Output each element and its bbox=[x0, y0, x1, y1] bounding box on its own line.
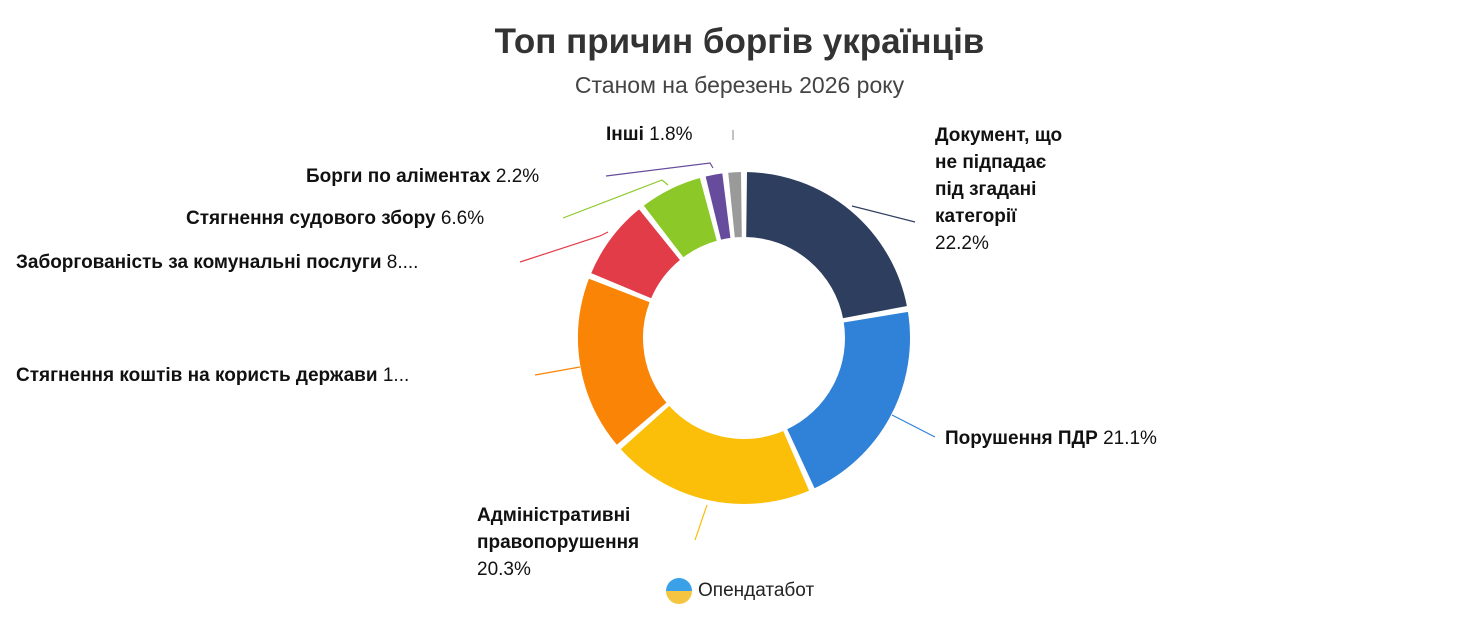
slice-court-fee bbox=[641, 175, 719, 260]
slice-state bbox=[576, 276, 669, 448]
label-court-fee: Стягнення судового збору 6.6% bbox=[186, 208, 485, 229]
slice-pdr bbox=[784, 309, 912, 491]
label-state: Стягнення коштів на користь держави 1... bbox=[16, 365, 410, 386]
leader-line-state bbox=[534, 366, 581, 376]
leader-line-admin bbox=[694, 504, 708, 541]
leader-line-court-fee bbox=[562, 179, 669, 219]
brand-logo-icon bbox=[666, 578, 692, 604]
slice-alimony bbox=[703, 171, 733, 242]
slice-other bbox=[726, 170, 744, 240]
slice-admin bbox=[618, 403, 812, 506]
label-document: Документ, що не підпадає під згадані кат… bbox=[935, 125, 1063, 254]
leader-line-pdr bbox=[891, 414, 936, 438]
leader-line-communal bbox=[519, 231, 609, 263]
label-communal: Заборгованість за комунальні послуги 8..… bbox=[16, 252, 419, 273]
chart-subtitle: Станом на березень 2026 року bbox=[574, 72, 905, 98]
slice-communal bbox=[588, 206, 683, 301]
leader-line-document bbox=[851, 205, 916, 223]
label-pdr: Порушення ПДР 21.1% bbox=[945, 428, 1157, 449]
brand-logo: Опендатабот bbox=[666, 578, 814, 604]
label-admin: Адміністративні правопорушення 20.3% bbox=[477, 505, 640, 580]
leader-line-alimony bbox=[605, 162, 714, 177]
label-other: Інші 1.8% bbox=[606, 124, 693, 145]
slice-document bbox=[744, 170, 910, 321]
label-alimony: Борги по аліментах 2.2% bbox=[306, 166, 540, 187]
chart-title: Топ причин боргів українців bbox=[494, 22, 985, 61]
brand-name: Опендатабот bbox=[698, 580, 815, 601]
